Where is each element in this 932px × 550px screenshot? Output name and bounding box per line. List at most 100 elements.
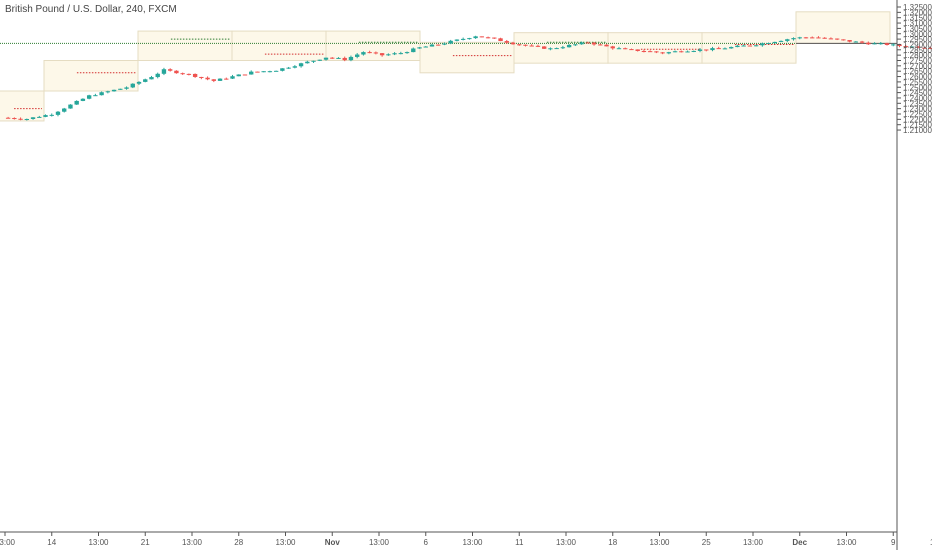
candle-body [828,38,834,40]
candle-body [772,41,777,44]
candle-body [635,49,640,52]
time-tick-label: Dec [792,538,807,547]
candle-body [884,43,890,45]
price-tick-label: 1.30500 [903,24,932,33]
price-candles [5,35,932,121]
candle-body [460,38,466,40]
chart-title: British Pound / U.S. Dollar, 240, FXCM [5,4,177,15]
candle-body [498,38,503,42]
price-tick-label: 1.28000 [903,51,932,60]
candle-body [423,46,428,48]
candle-body [317,59,322,61]
candle-body [722,48,728,50]
candle-body [760,43,765,46]
time-tick-label: Nov [325,538,341,547]
candle-body [847,40,852,42]
time-tick-label: 6 [424,538,429,547]
time-tick-label: 13:00 [462,538,483,547]
price-tick-label: 1.31000 [903,19,932,28]
candle-body [280,68,285,71]
time-tick-label: 28 [234,538,243,547]
price-tick-label: 1.28500 [903,46,932,55]
candle-body [697,49,703,51]
candle-body [623,48,628,50]
weekly-range-box [43,60,139,92]
candle-body [791,38,796,40]
weekly-pivot-lines [14,38,794,110]
candle-body [118,88,123,90]
candle-body [68,104,73,109]
candle-body [510,42,516,45]
candle-body [86,95,92,99]
price-tick-label: 1.26500 [903,67,932,76]
candle-body [897,44,902,47]
candle-body [37,116,42,118]
candle-body [30,117,36,119]
candle-body [647,51,653,53]
price-tick-label: 1.22500 [903,110,932,119]
candle-body [479,36,485,38]
candle-body [249,71,254,75]
candle-body [74,100,79,105]
candle-body [442,43,447,45]
candle-body [803,37,809,39]
candle-body [217,78,223,81]
candle-body [386,54,391,56]
candle-body [604,44,609,47]
price-tick-label: 1.23500 [903,99,932,108]
candle-body [267,71,273,73]
candle-body [236,74,241,77]
candle-body [704,49,709,51]
candle-body [99,92,104,96]
candle-body [330,57,335,59]
candle-body [55,111,61,115]
weekly-range-boxes [0,11,891,122]
candle-body [928,47,932,49]
price-axis: 1.325001.320001.315001.310001.305001.300… [896,0,932,550]
price-tick-label: 1.32500 [903,3,932,12]
candle-body [629,49,634,51]
candle-body [810,37,815,39]
candle-body [903,46,908,48]
candle-body [467,38,472,40]
time-tick-label: 13:00 [0,538,16,547]
weekly-range-box [607,32,703,64]
candle-body [822,37,827,39]
candle-body [130,83,135,88]
candle-body [523,44,528,46]
candle-body [43,115,48,117]
candle-body [716,48,721,50]
candle-body [24,118,29,120]
price-tick-label: 1.26000 [903,73,932,82]
candle-body [404,52,410,54]
candle-body [598,44,603,46]
candle-body [834,38,840,40]
candle-body [155,73,160,78]
candle-body [535,45,541,47]
candle-body [816,37,821,39]
price-tick-label: 1.21500 [903,121,932,130]
weekly-range-box [0,90,45,122]
candle-body [747,45,753,47]
candle-body [242,74,248,76]
price-tick-label: 1.22000 [903,115,932,124]
price-tick-label: 1.30000 [903,30,932,39]
price-tick-label: 1.31500 [903,14,932,23]
candle-body [411,48,416,53]
candle-body [367,52,372,54]
candle-body [909,46,915,48]
candle-body [654,51,659,53]
time-tick-label: 13:00 [649,538,670,547]
candle-body [853,41,859,43]
price-tick-label: 1.24500 [903,89,932,98]
time-tick-label: 13:00 [930,538,932,547]
candle-body [473,36,478,39]
candle-body [429,44,435,47]
candle-body [192,73,198,77]
weekly-range-box [795,11,891,44]
time-tick-label: 13:00 [743,538,764,547]
candle-body [224,78,229,80]
candle-body [417,47,422,49]
candle-body [735,45,740,48]
